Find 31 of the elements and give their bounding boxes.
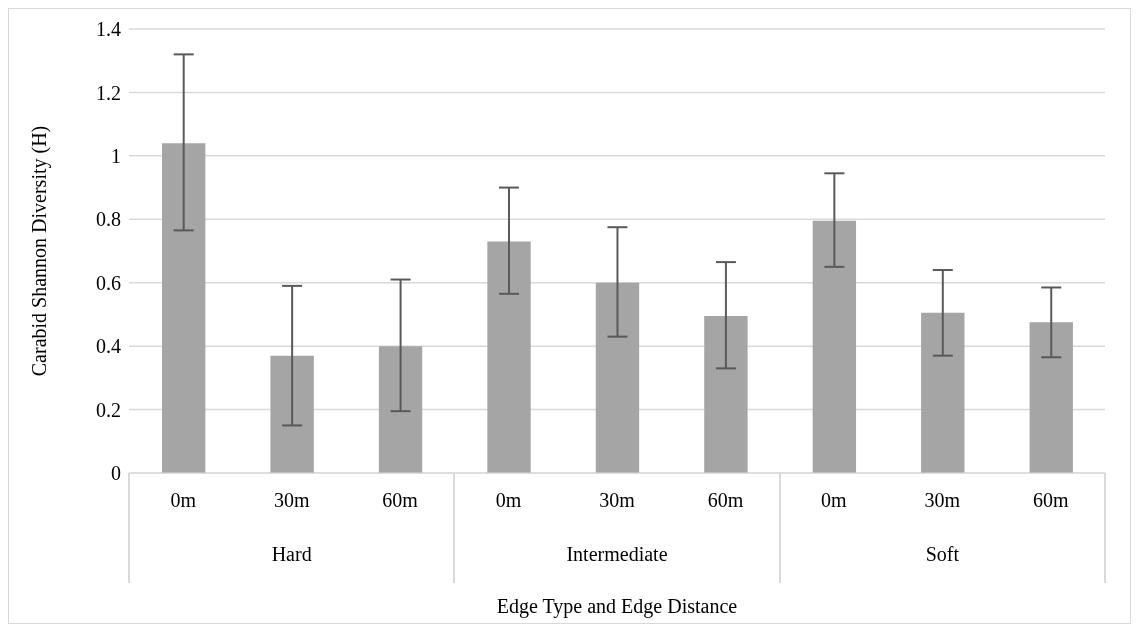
y-tick-label: 0.6 (96, 271, 121, 294)
bar (921, 312, 965, 473)
x-tick-label: 60m (1033, 489, 1069, 512)
x-tick-label: 30m (273, 489, 310, 512)
bar (487, 241, 531, 473)
y-tick-label: 0.4 (96, 335, 121, 358)
x-tick-label: 30m (924, 489, 961, 512)
y-tick-label: 0.2 (96, 398, 121, 421)
y-axis-title: Carabid Shannon Diversity (H) (28, 125, 52, 377)
y-tick-label: 0 (111, 462, 121, 485)
y-tick-label: 1.2 (96, 81, 121, 104)
x-tick-label: 0m (170, 489, 197, 512)
text: Hard (270, 543, 313, 566)
x-axis-title: Edge Type and Edge Distance (496, 595, 738, 618)
bar (270, 355, 314, 473)
bar (595, 282, 640, 473)
bar (162, 143, 206, 473)
text: Soft (924, 543, 960, 566)
text: Intermediate (565, 543, 669, 566)
x-tick-label: 60m (382, 489, 419, 512)
bar (1029, 322, 1073, 473)
y-tick-label: 1 (111, 144, 121, 167)
x-tick-label: 60m (707, 489, 744, 512)
y-tick-label: 1.4 (96, 18, 121, 41)
y-tick-label: 0.8 (96, 208, 121, 231)
bar (812, 220, 857, 473)
x-tick-label: 0m (821, 489, 848, 512)
bar (704, 316, 748, 473)
x-tick-label: 30m (599, 489, 636, 512)
bar (378, 346, 423, 473)
x-tick-label: 0m (495, 489, 522, 512)
